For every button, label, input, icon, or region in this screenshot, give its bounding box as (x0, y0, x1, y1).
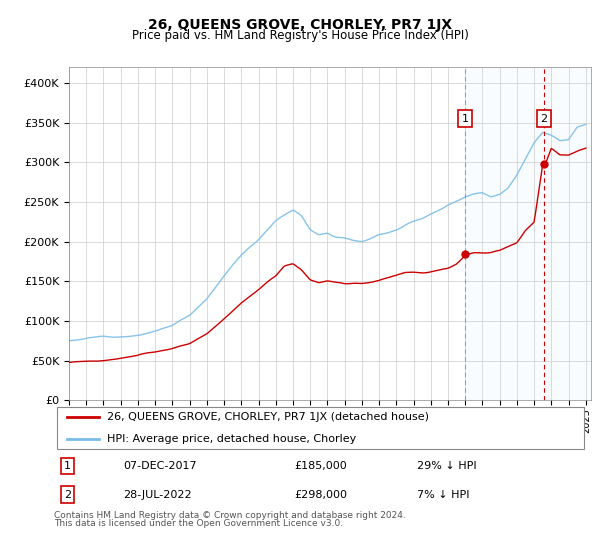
FancyBboxPatch shape (56, 407, 584, 449)
Text: 2: 2 (541, 114, 548, 124)
Text: 2: 2 (64, 489, 71, 500)
Text: Price paid vs. HM Land Registry's House Price Index (HPI): Price paid vs. HM Land Registry's House … (131, 29, 469, 42)
Text: 7% ↓ HPI: 7% ↓ HPI (417, 489, 470, 500)
Text: £185,000: £185,000 (295, 461, 347, 471)
Bar (465, 67, 589, 400)
Text: 28-JUL-2022: 28-JUL-2022 (124, 489, 192, 500)
Text: 07-DEC-2017: 07-DEC-2017 (124, 461, 197, 471)
Text: 1: 1 (64, 461, 71, 471)
Text: HPI: Average price, detached house, Chorley: HPI: Average price, detached house, Chor… (107, 434, 356, 444)
Text: 1: 1 (462, 114, 469, 124)
Text: 26, QUEENS GROVE, CHORLEY, PR7 1JX: 26, QUEENS GROVE, CHORLEY, PR7 1JX (148, 18, 452, 32)
Text: £298,000: £298,000 (295, 489, 347, 500)
Text: Contains HM Land Registry data © Crown copyright and database right 2024.: Contains HM Land Registry data © Crown c… (54, 511, 406, 520)
Text: 26, QUEENS GROVE, CHORLEY, PR7 1JX (detached house): 26, QUEENS GROVE, CHORLEY, PR7 1JX (deta… (107, 412, 430, 422)
Text: 29% ↓ HPI: 29% ↓ HPI (417, 461, 477, 471)
Text: This data is licensed under the Open Government Licence v3.0.: This data is licensed under the Open Gov… (54, 519, 343, 528)
